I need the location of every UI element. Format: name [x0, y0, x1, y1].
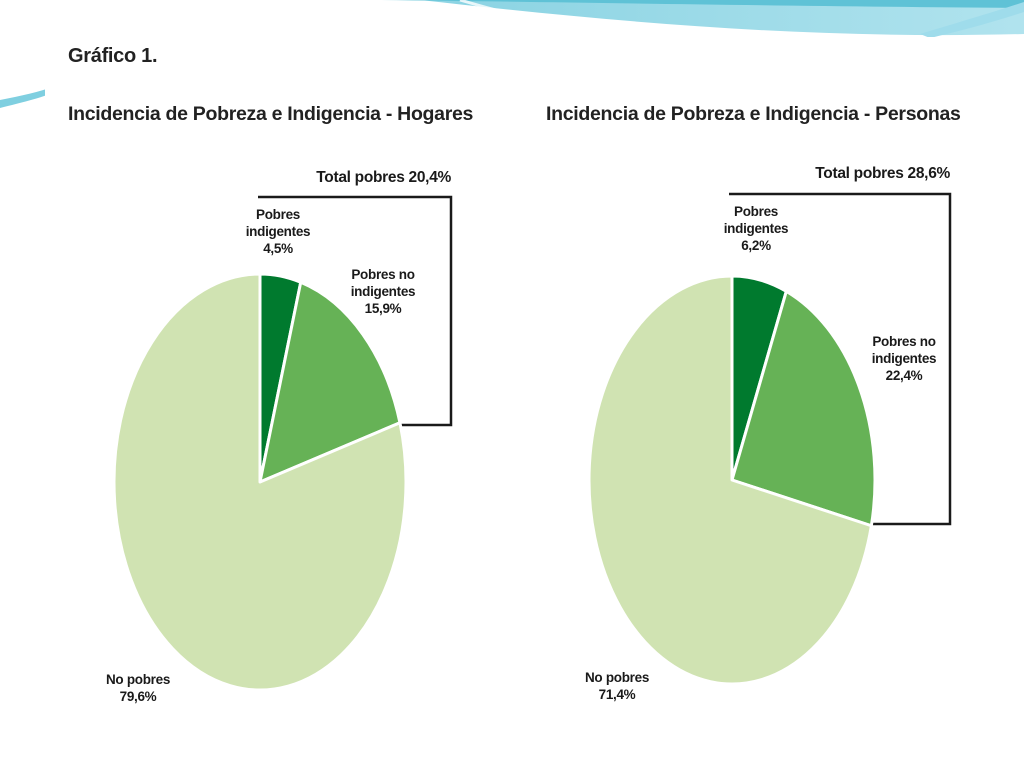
deco-swoosh-left — [0, 86, 55, 108]
slice-label-personas-no-indigentes: Pobres no indigentes 22,4% — [872, 334, 937, 383]
pie-slice-hogares-no-indigentes — [258, 280, 402, 484]
total-bracket-personas — [729, 192, 952, 526]
slice-label-hogares-indigentes: Pobres indigentes 4,5% — [246, 207, 311, 256]
chart-title-hogares: Incidencia de Pobreza e Indigencia - Hog… — [68, 103, 474, 125]
total-label-hogares: Total pobres 20,4% — [316, 169, 451, 186]
slice-label-personas-no-pobres: No pobres 71,4% — [585, 670, 649, 702]
deco-swoosh-right — [920, 2, 1024, 38]
figure-label: Gráfico 1. — [68, 45, 158, 67]
pie-slice-hogares-no-pobres — [112, 272, 408, 692]
pie-slice-personas-no-pobres — [587, 274, 873, 686]
pie-slice-personas-no-indigentes — [730, 289, 877, 528]
slice-label-personas-indigentes: Pobres indigentes 6,2% — [724, 204, 789, 253]
slice-label-hogares-no-pobres: No pobres 79,6% — [106, 672, 170, 704]
deco-wave-back — [0, 0, 1024, 36]
deco-arc — [459, 0, 641, 38]
chart-title-personas: Incidencia de Pobreza e Indigencia - Per… — [546, 103, 961, 125]
deco-wave-top — [0, 0, 1024, 8]
total-bracket-hogares — [258, 195, 453, 427]
total-label-personas: Total pobres 28,6% — [815, 165, 950, 182]
slice-label-hogares-no-indigentes: Pobres no indigentes 15,9% — [351, 267, 416, 316]
slide-decoration — [0, 0, 1024, 108]
